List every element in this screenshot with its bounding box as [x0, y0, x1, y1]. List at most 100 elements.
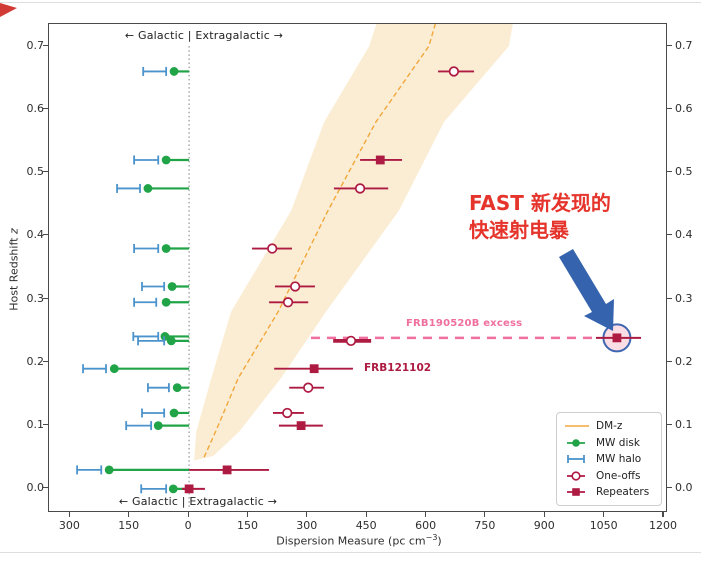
mw-disk-point: [161, 297, 171, 307]
x-axis-label: Dispersion Measure (pc cm−3): [237, 533, 481, 548]
dmz-legend-marker-icon: [565, 425, 589, 428]
mw-disk-point: [161, 155, 171, 165]
x-tick-label: 300: [58, 519, 80, 532]
legend-item-repeater: Repeaters: [563, 484, 657, 501]
legend-marker: [563, 485, 593, 499]
legend-label: Repeaters: [596, 486, 650, 499]
x-tick-label: 1200: [649, 519, 677, 532]
x-tick: [425, 511, 427, 517]
x-tick-label: 1050: [589, 519, 618, 532]
frb190520b-excess-label: FRB190520B excess: [406, 318, 523, 329]
oneoff-point: [354, 183, 366, 194]
x-tick: [543, 511, 545, 517]
y-tick-label-left: 0.0: [26, 481, 45, 495]
disk-legend-marker-icon: [567, 438, 585, 447]
y-tick-left: [43, 487, 48, 489]
y-tick-right: [666, 487, 672, 489]
legend-marker: [563, 419, 593, 433]
page-top-border: [0, 2, 701, 3]
y-tick-label-right: 0.5: [675, 165, 693, 179]
legend-item-halo: MW halo: [563, 451, 657, 468]
legend-label: One-offs: [596, 469, 641, 482]
oneoff-point: [448, 66, 460, 77]
x-tick-label: 150: [237, 519, 258, 532]
x-tick: [306, 511, 308, 517]
mw-disk-point: [168, 484, 178, 494]
x-tick: [128, 511, 130, 517]
x-tick-label: 450: [355, 519, 377, 532]
x-tick-label: 300: [296, 519, 318, 532]
oneoff-point: [290, 281, 301, 292]
legend: DM-z MW disk MW halo One-offs Repeaters: [556, 412, 662, 506]
y-tick-right: [666, 360, 672, 362]
mw-disk-point: [169, 67, 179, 76]
x-axis-label-exponent: −3: [425, 533, 438, 542]
y-tick-label-left: 0.2: [26, 354, 45, 368]
y-tick-left: [43, 424, 48, 426]
mw-disk-point: [104, 465, 114, 475]
galactic-extragalactic-annotation-top: ← Galactic | Extragalactic →: [124, 29, 284, 42]
y-tick-label-right: 0.3: [675, 291, 693, 305]
legend-item-oneoff: One-offs: [563, 468, 657, 485]
x-axis-label-text: Dispersion Measure (pc cm: [276, 534, 426, 548]
y-tick-right: [666, 107, 672, 109]
fast-discovery-annotation: FAST 新发现的 快速射电暴: [469, 190, 611, 244]
halo-legend-marker-icon: [567, 455, 585, 464]
mw-disk-point: [143, 184, 153, 193]
y-tick-right: [666, 171, 672, 173]
x-tick: [246, 511, 249, 517]
y-tick-right: [666, 44, 672, 46]
y-tick-right: [666, 424, 672, 426]
x-tick: [68, 511, 70, 517]
dmz-line: [203, 24, 436, 458]
highlight-arrow-icon: [559, 249, 614, 331]
y-tick-label-right: 0.4: [675, 228, 693, 242]
repeater-point: [296, 421, 306, 431]
y-axis-label: Host Redshift z: [8, 190, 21, 350]
page-bottom-border: [0, 552, 701, 553]
y-tick-right: [666, 297, 672, 299]
chart-canvas: [76, 24, 642, 509]
oneoff-legend-marker-icon: [567, 471, 585, 481]
x-tick: [484, 511, 486, 517]
y-tick-label-left: 0.6: [26, 101, 45, 115]
x-axis-label-close: ): [437, 534, 442, 548]
legend-marker: [563, 452, 593, 466]
red-corner-mark: [0, 3, 17, 17]
legend-marker: [563, 469, 593, 483]
y-tick-label-right: 0.7: [675, 38, 693, 52]
x-tick-label: 900: [533, 519, 555, 532]
x-tick: [662, 511, 664, 517]
legend-label: MW halo: [596, 453, 642, 466]
mw-disk-point: [166, 336, 176, 346]
repeater-point: [309, 364, 319, 374]
y-tick-right: [666, 234, 672, 236]
oneoff-point: [282, 297, 294, 308]
fast-annotation-line1: FAST 新发现的: [469, 191, 611, 215]
repeater-point: [612, 333, 622, 343]
galactic-extragalactic-annotation-bottom: ← Galactic | Extragalactic →: [118, 495, 278, 508]
oneoff-point: [282, 407, 293, 419]
legend-item-disk: MW disk: [563, 435, 657, 452]
y-tick-left: [43, 107, 48, 109]
x-tick-label: 600: [415, 519, 437, 532]
y-tick-left: [43, 297, 48, 299]
legend-marker: [563, 436, 593, 450]
y-tick-label-left: 0.5: [26, 165, 45, 179]
x-tick: [603, 511, 605, 517]
mw-disk-point: [109, 364, 119, 374]
mw-disk-point: [167, 282, 177, 291]
y-tick-left: [43, 360, 48, 362]
plot-area: [48, 23, 667, 512]
x-tick: [187, 511, 189, 517]
x-tick-label: 0: [184, 519, 192, 532]
x-tick: [365, 511, 367, 517]
y-tick-left: [43, 171, 48, 173]
y-tick-label-left: 0.4: [26, 228, 45, 242]
repeater-point: [222, 465, 232, 475]
oneoff-point: [345, 335, 357, 347]
frb121102-label: FRB121102: [364, 362, 432, 374]
fast-annotation-line2: 快速射电暴: [469, 218, 569, 242]
legend-label: MW disk: [596, 436, 640, 449]
